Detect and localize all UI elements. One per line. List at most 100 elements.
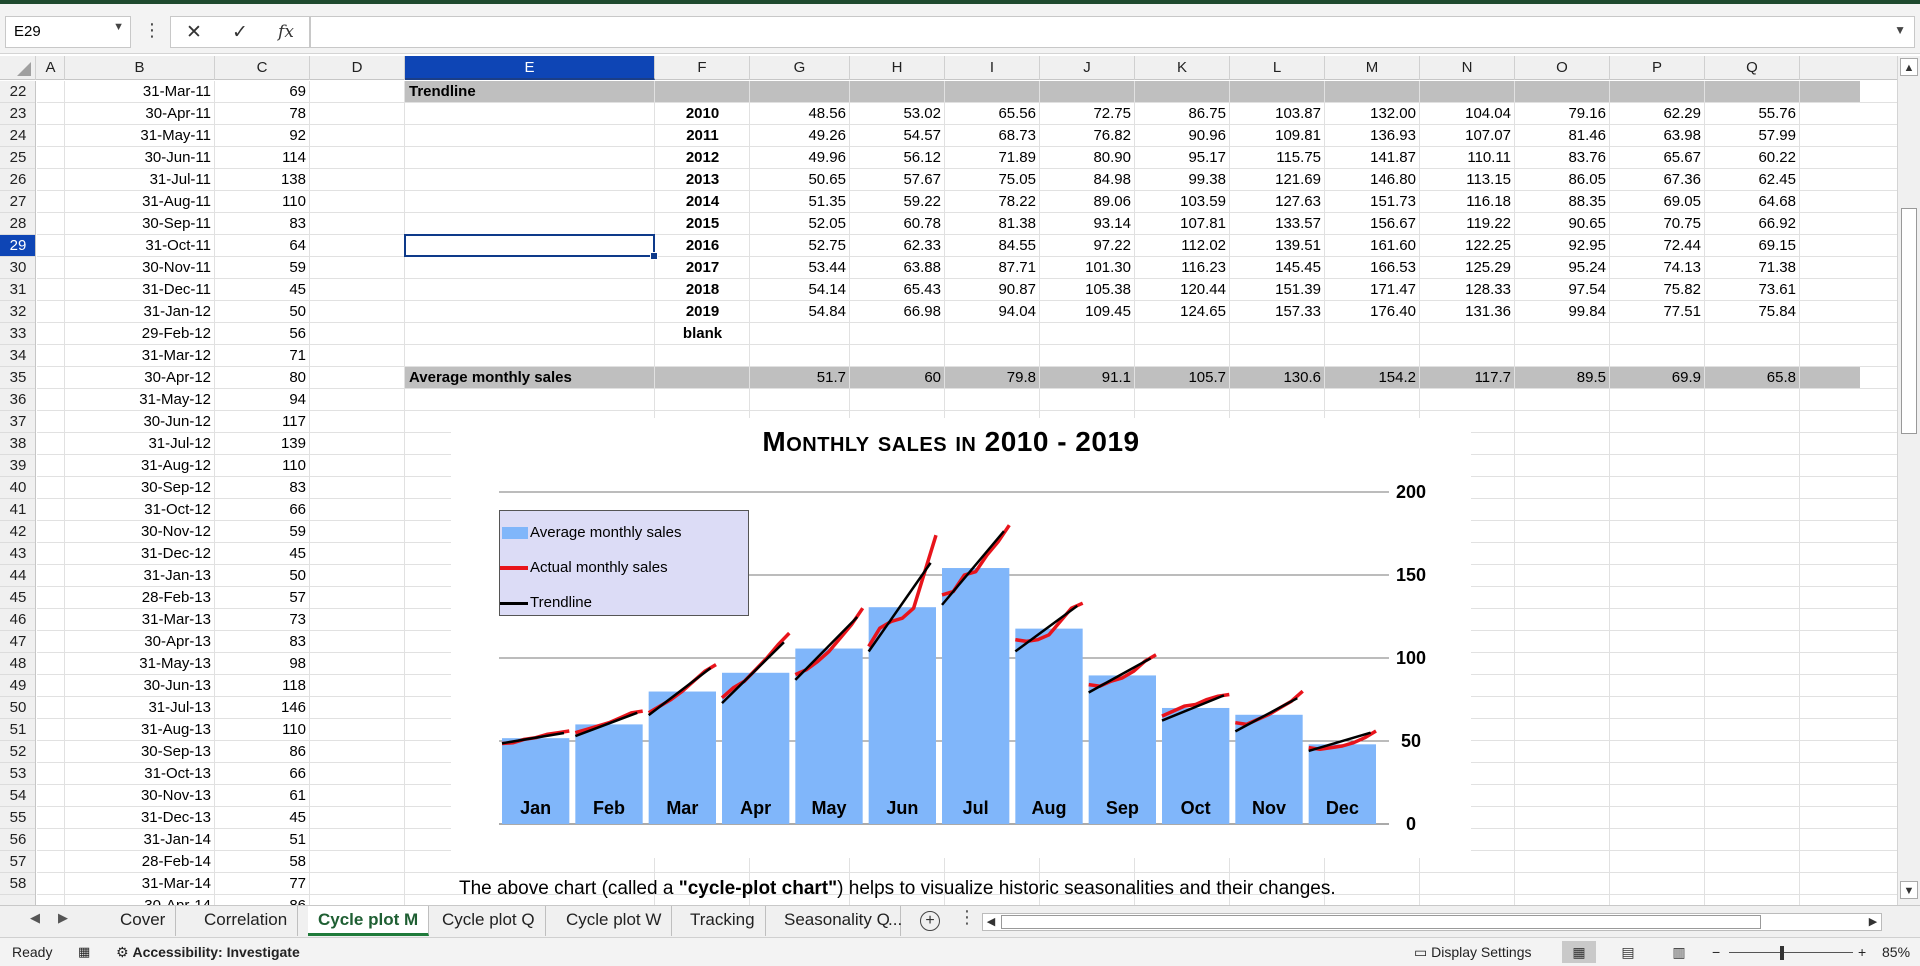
zoom-out-icon[interactable]: − [1712,944,1721,960]
sales-cell[interactable]: 51 [289,831,306,848]
trend-value-cell[interactable]: 125.29 [1465,259,1511,276]
row-header-37[interactable]: 37 [0,411,35,433]
sales-cell[interactable]: 139 [280,435,306,452]
date-cell[interactable]: 30-Sep-11 [142,215,211,232]
trend-value-cell[interactable]: 62.29 [1663,105,1701,122]
average-value-cell[interactable]: 130.6 [1283,369,1321,386]
sales-cell[interactable]: 45 [289,809,306,826]
column-header-b[interactable]: B [65,56,215,80]
trend-value-cell[interactable]: 70.75 [1663,215,1701,232]
sales-cell[interactable]: 146 [280,699,306,716]
tab-options-icon[interactable]: ⋮ [958,907,976,927]
trend-value-cell[interactable]: 65.67 [1663,149,1701,166]
sales-cell[interactable]: 92 [289,127,306,144]
trend-value-cell[interactable]: 87.71 [998,259,1036,276]
date-cell[interactable]: 31-Jul-13 [148,699,211,716]
column-header-m[interactable]: M [1325,56,1420,80]
sales-cell[interactable]: 73 [289,611,306,628]
sales-cell[interactable]: 61 [289,787,306,804]
row-header-28[interactable]: 28 [0,213,35,235]
page-layout-view-icon[interactable]: ▤ [1621,944,1635,960]
trend-value-cell[interactable]: 75.82 [1663,281,1701,298]
scroll-down-icon[interactable]: ▼ [1900,881,1918,899]
date-cell[interactable]: 31-Mar-11 [142,83,211,100]
macro-record-icon[interactable]: ▦ [78,944,91,959]
sheet-tab-seasonality-q[interactable]: Seasonality Q [774,906,901,936]
trend-value-cell[interactable]: 146.80 [1370,171,1416,188]
year-cell[interactable]: 2018 [685,281,720,298]
display-settings[interactable]: ▭ Display Settings [1414,944,1532,961]
sheet-tab-cycle-plot-q[interactable]: Cycle plot Q [432,906,546,936]
row-header-41[interactable]: 41 [0,499,35,521]
trend-value-cell[interactable]: 116.23 [1181,259,1226,276]
trendline-label[interactable]: Trendline [409,83,476,100]
sales-cell[interactable]: 50 [289,567,306,584]
row-header-34[interactable]: 34 [0,345,35,367]
year-cell[interactable]: 2011 [686,127,719,144]
trend-value-cell[interactable]: 161.60 [1370,237,1416,254]
date-cell[interactable]: 30-Jun-11 [144,149,211,166]
sales-cell[interactable]: 94 [289,391,306,408]
formula-input[interactable]: ▼ [310,16,1915,48]
trend-value-cell[interactable]: 156.67 [1370,215,1416,232]
average-value-cell[interactable]: 79.8 [1006,369,1036,386]
trend-value-cell[interactable]: 49.26 [808,127,846,144]
year-cell[interactable]: 2016 [685,237,720,254]
trend-value-cell[interactable]: 69.15 [1758,237,1796,254]
trend-value-cell[interactable]: 92.95 [1568,237,1606,254]
trend-value-cell[interactable]: 79.16 [1568,105,1606,122]
trend-value-cell[interactable]: 72.75 [1093,105,1131,122]
average-value-cell[interactable]: 65.8 [1766,369,1796,386]
trend-value-cell[interactable]: 57.67 [903,171,941,188]
trend-value-cell[interactable]: 66.98 [903,303,941,320]
insert-function-icon[interactable]: fx [278,22,294,42]
scroll-up-icon[interactable]: ▲ [1900,58,1918,76]
sales-cell[interactable]: 66 [289,765,306,782]
sales-cell[interactable]: 83 [289,479,306,496]
average-value-cell[interactable]: 89.5 [1576,369,1606,386]
sheet-tab-correlation[interactable]: Correlation [194,906,299,936]
date-cell[interactable]: 30-Nov-12 [140,523,211,540]
sales-cell[interactable]: 114 [282,149,306,166]
trend-value-cell[interactable]: 54.57 [903,127,941,144]
trend-value-cell[interactable]: 71.38 [1758,259,1796,276]
trend-value-cell[interactable]: 48.56 [808,105,846,122]
row-header-23[interactable]: 23 [0,103,35,125]
average-value-cell[interactable]: 117.7 [1474,369,1511,386]
trend-value-cell[interactable]: 60.22 [1758,149,1796,166]
sales-cell[interactable]: 58 [289,853,306,870]
row-header-49[interactable]: 49 [0,675,35,697]
trend-value-cell[interactable]: 59.22 [903,193,941,210]
tab-scroll-left-icon[interactable]: ◀ [30,910,40,925]
trend-value-cell[interactable]: 93.14 [1093,215,1131,232]
trend-value-cell[interactable]: 132.00 [1370,105,1416,122]
trend-value-cell[interactable]: 109.81 [1275,127,1321,144]
trend-value-cell[interactable]: 67.36 [1663,171,1701,188]
date-cell[interactable]: 31-Oct-11 [145,237,211,254]
trend-value-cell[interactable]: 56.12 [903,149,941,166]
row-header-50[interactable]: 50 [0,697,35,719]
enter-icon[interactable]: ✓ [232,21,248,43]
trend-value-cell[interactable]: 54.14 [808,281,846,298]
trend-value-cell[interactable]: 103.59 [1180,193,1226,210]
trend-value-cell[interactable]: 72.44 [1663,237,1701,254]
trend-value-cell[interactable]: 101.30 [1085,259,1131,276]
year-cell[interactable]: 2019 [685,303,720,320]
zoom-in-icon[interactable]: + [1858,944,1867,960]
trend-value-cell[interactable]: 88.35 [1568,193,1606,210]
trend-value-cell[interactable]: 66.92 [1758,215,1796,232]
trend-value-cell[interactable]: 133.57 [1275,215,1321,232]
trend-value-cell[interactable]: 73.61 [1758,281,1796,298]
date-cell[interactable]: 30-Apr-12 [144,369,211,386]
trend-value-cell[interactable]: 71.89 [998,149,1036,166]
date-cell[interactable]: 30-Nov-13 [140,787,211,804]
page-break-view-icon[interactable]: ▥ [1672,944,1686,960]
row-header-25[interactable]: 25 [0,147,35,169]
vertical-scroll-thumb[interactable] [1901,208,1917,434]
trend-value-cell[interactable]: 86.75 [1188,105,1226,122]
trend-value-cell[interactable]: 64.68 [1758,193,1796,210]
sales-cell[interactable]: 50 [289,303,306,320]
row-header-24[interactable]: 24 [0,125,35,147]
trend-value-cell[interactable]: 122.25 [1465,237,1511,254]
trend-value-cell[interactable]: 120.44 [1180,281,1226,298]
